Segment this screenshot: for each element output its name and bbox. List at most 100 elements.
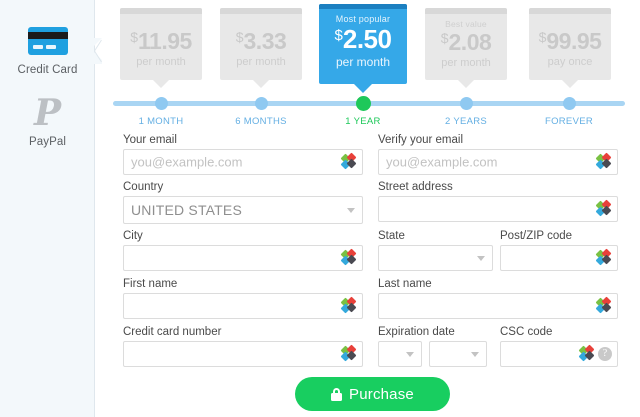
plan-card-period: per month (441, 57, 491, 69)
slider-dot-forever[interactable] (562, 97, 576, 110)
plan-card-price: $2.50 (319, 26, 407, 52)
autofill-icon[interactable] (340, 296, 357, 314)
plan-card-1-month[interactable]: $11.95 per month (120, 8, 202, 88)
plan-card-forever[interactable]: $99.95 pay once (529, 8, 611, 88)
plan-card-amount: 99.95 (546, 28, 602, 54)
plan-card-2-years[interactable]: Best value $2.08 per month (425, 8, 507, 88)
slider-label-6-months[interactable]: 6 MONTHS (235, 116, 287, 127)
country-select[interactable]: UNITED STATES (123, 196, 363, 224)
payment-method-paypal-label: PayPal (28, 136, 67, 148)
field-city: City (123, 230, 363, 271)
field-email: Your email you@example.com (123, 134, 363, 175)
paypal-icon: P (33, 92, 62, 134)
last-name-input[interactable] (378, 293, 618, 319)
plan-card-topbar (529, 8, 611, 14)
autofill-icon[interactable] (595, 152, 612, 170)
plan-card-currency: $ (440, 30, 449, 46)
payment-method-credit-card[interactable]: Credit Card (0, 24, 95, 76)
plan-card-topbar (425, 8, 507, 14)
csc-code-input[interactable]: ? (500, 341, 618, 367)
last-name-label: Last name (378, 278, 432, 290)
slider-label-1-year[interactable]: 1 YEAR (345, 116, 381, 127)
plan-card-currency: $ (235, 29, 244, 45)
plan-card-6-months[interactable]: $3.33 per month (220, 8, 302, 88)
csc-code-label: CSC code (500, 326, 553, 338)
city-input[interactable] (123, 245, 363, 271)
plan-duration-slider[interactable]: 1 MONTH 6 MONTHS 1 YEAR 2 YEARS FOREVER (95, 92, 640, 132)
field-expiration-date: Expiration date (378, 326, 493, 367)
state-select[interactable] (378, 245, 493, 271)
payment-method-sidebar: Credit Card P PayPal (0, 0, 95, 417)
slider-label-1-month[interactable]: 1 MONTH (138, 116, 184, 127)
plan-card-currency: $ (538, 29, 547, 45)
plan-card-period: per month (335, 55, 391, 69)
credit-card-icon (0, 24, 95, 58)
plan-card-pointer-icon (354, 84, 372, 93)
street-address-input[interactable] (378, 196, 618, 222)
chevron-down-icon[interactable] (347, 208, 355, 213)
chevron-down-icon[interactable] (477, 256, 485, 261)
plan-card-amount: 3.33 (243, 28, 287, 54)
first-name-input[interactable] (123, 293, 363, 319)
csc-help-icon[interactable]: ? (598, 347, 612, 361)
autofill-icon[interactable] (578, 344, 595, 362)
plan-card-period: per month (136, 56, 186, 68)
lock-icon (331, 387, 342, 401)
autofill-icon[interactable] (595, 248, 612, 266)
credit-card-number-label: Credit card number (123, 326, 222, 338)
plan-card-price: $2.08 (425, 31, 507, 54)
field-csc-code: CSC code ? (500, 326, 618, 367)
payment-method-credit-card-label: Credit Card (17, 64, 78, 76)
plan-card-pointer-icon (562, 80, 578, 88)
expiration-month-select[interactable] (378, 341, 422, 367)
plan-card-topbar (120, 8, 202, 14)
autofill-icon[interactable] (340, 248, 357, 266)
field-credit-card-number: Credit card number (123, 326, 363, 367)
field-country: Country UNITED STATES (123, 181, 363, 224)
field-street-address: Street address (378, 181, 618, 222)
autofill-icon[interactable] (340, 344, 357, 362)
plan-card-pointer-icon (153, 80, 169, 88)
plan-cards: $11.95 per month $3.33 per month Most po… (95, 0, 640, 130)
field-verify-email: Verify your email you@example.com (378, 134, 618, 175)
plan-card-price: $11.95 (120, 30, 202, 53)
verify-email-input[interactable]: you@example.com (378, 149, 618, 175)
expiration-year-select[interactable] (429, 341, 487, 367)
active-method-pointer-icon (88, 38, 102, 64)
plan-card-1-year[interactable]: Most popular $2.50 per month (319, 4, 407, 93)
chevron-down-icon[interactable] (471, 352, 479, 357)
slider-dot-1-year[interactable] (355, 96, 371, 111)
slider-dot-6-months[interactable] (254, 97, 268, 110)
verify-email-label: Verify your email (378, 134, 464, 146)
slider-label-2-years[interactable]: 2 YEARS (444, 116, 488, 127)
purchase-button[interactable]: Purchase (295, 377, 450, 411)
verify-email-placeholder: you@example.com (386, 154, 498, 170)
postal-code-input[interactable] (500, 245, 618, 271)
city-label: City (123, 230, 143, 242)
plan-card-amount: 2.08 (448, 29, 492, 55)
plan-card-pointer-icon (253, 80, 269, 88)
autofill-icon[interactable] (340, 152, 357, 170)
plan-card-badge: Most popular (335, 14, 391, 24)
autofill-icon[interactable] (595, 296, 612, 314)
slider-dot-2-years[interactable] (459, 97, 473, 110)
street-address-label: Street address (378, 181, 453, 193)
credit-card-number-input[interactable] (123, 341, 363, 367)
field-postal-code: Post/ZIP code (500, 230, 618, 271)
email-placeholder: you@example.com (131, 154, 243, 170)
plan-card-topbar (220, 8, 302, 14)
field-state: State (378, 230, 493, 271)
chevron-down-icon[interactable] (406, 352, 414, 357)
plan-card-period: pay once (547, 56, 593, 68)
plan-card-badge: Best value (445, 19, 487, 29)
slider-label-forever[interactable]: FOREVER (544, 116, 594, 127)
payment-method-paypal[interactable]: P PayPal (0, 92, 95, 148)
autofill-icon[interactable] (595, 199, 612, 217)
email-input[interactable]: you@example.com (123, 149, 363, 175)
slider-dot-1-month[interactable] (154, 97, 168, 110)
first-name-label: First name (123, 278, 178, 290)
postal-code-label: Post/ZIP code (500, 230, 573, 242)
email-label: Your email (123, 134, 177, 146)
expiration-date-label: Expiration date (378, 326, 455, 338)
